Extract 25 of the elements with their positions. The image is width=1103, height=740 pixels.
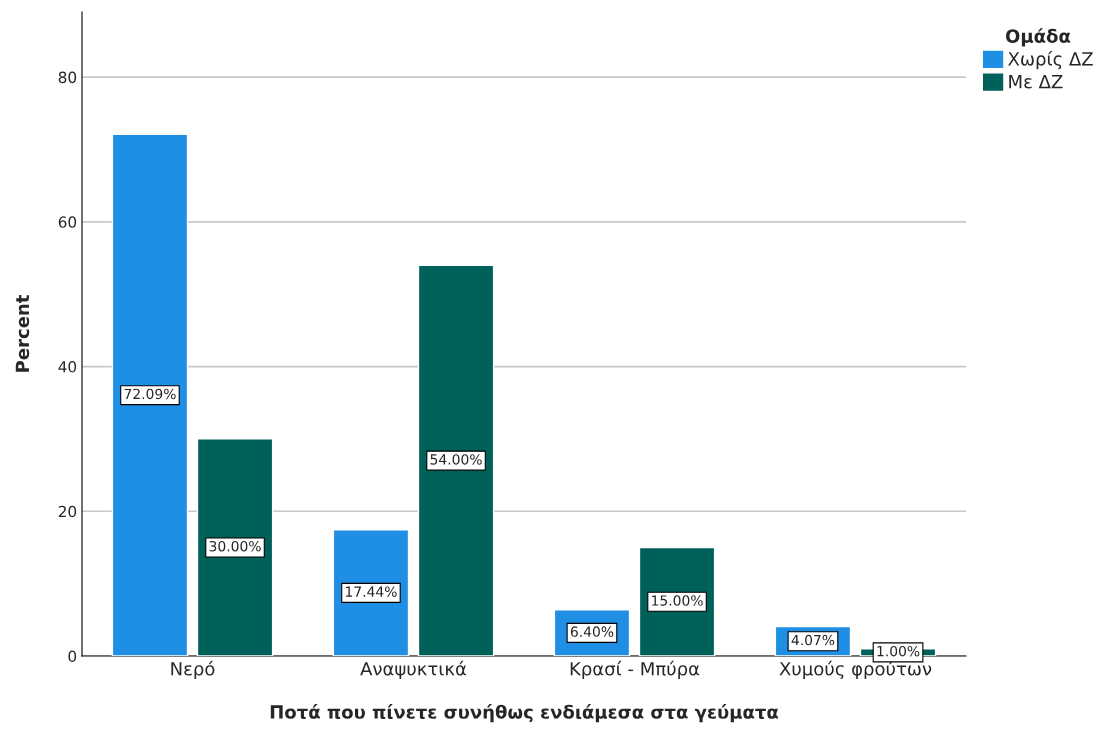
y-tick-label: 60 bbox=[58, 216, 77, 228]
x-tick-label: Αναψυκτικά bbox=[360, 660, 467, 680]
y-tick-label: 40 bbox=[58, 361, 77, 373]
legend-label: Χωρίς ΔΖ bbox=[1008, 50, 1093, 70]
data-label: 6.40% bbox=[570, 626, 614, 637]
y-axis-title: Percent bbox=[15, 295, 30, 372]
bar bbox=[417, 264, 495, 656]
data-label: 17.44% bbox=[346, 586, 397, 597]
y-tick-label: 0 bbox=[68, 650, 77, 663]
x-axis-title: Ποτά που πίνετε συνήθως ενδιάμεσα στα γεύματα bbox=[270, 704, 779, 723]
bar bbox=[111, 133, 189, 656]
bar bbox=[196, 438, 274, 656]
data-label: 72.09% bbox=[124, 388, 176, 400]
legend-label: Με ΔΖ bbox=[1009, 75, 1063, 89]
y-tick-label: 20 bbox=[58, 505, 77, 518]
data-label: 1.00% bbox=[877, 645, 920, 657]
data-label: 54.00% bbox=[430, 454, 482, 465]
x-tick-label: Νερό bbox=[171, 660, 215, 680]
data-label: 15.00% bbox=[652, 595, 703, 606]
y-tick-label: 80 bbox=[58, 71, 77, 84]
data-label: 4.07% bbox=[791, 634, 835, 646]
x-tick-label: Χυμούς φρούτων bbox=[779, 660, 932, 680]
legend-title: Ομάδα bbox=[1005, 28, 1071, 47]
x-tick-label: Κρασί - Μπύρα bbox=[570, 660, 700, 680]
data-label: 30.00% bbox=[209, 540, 261, 552]
